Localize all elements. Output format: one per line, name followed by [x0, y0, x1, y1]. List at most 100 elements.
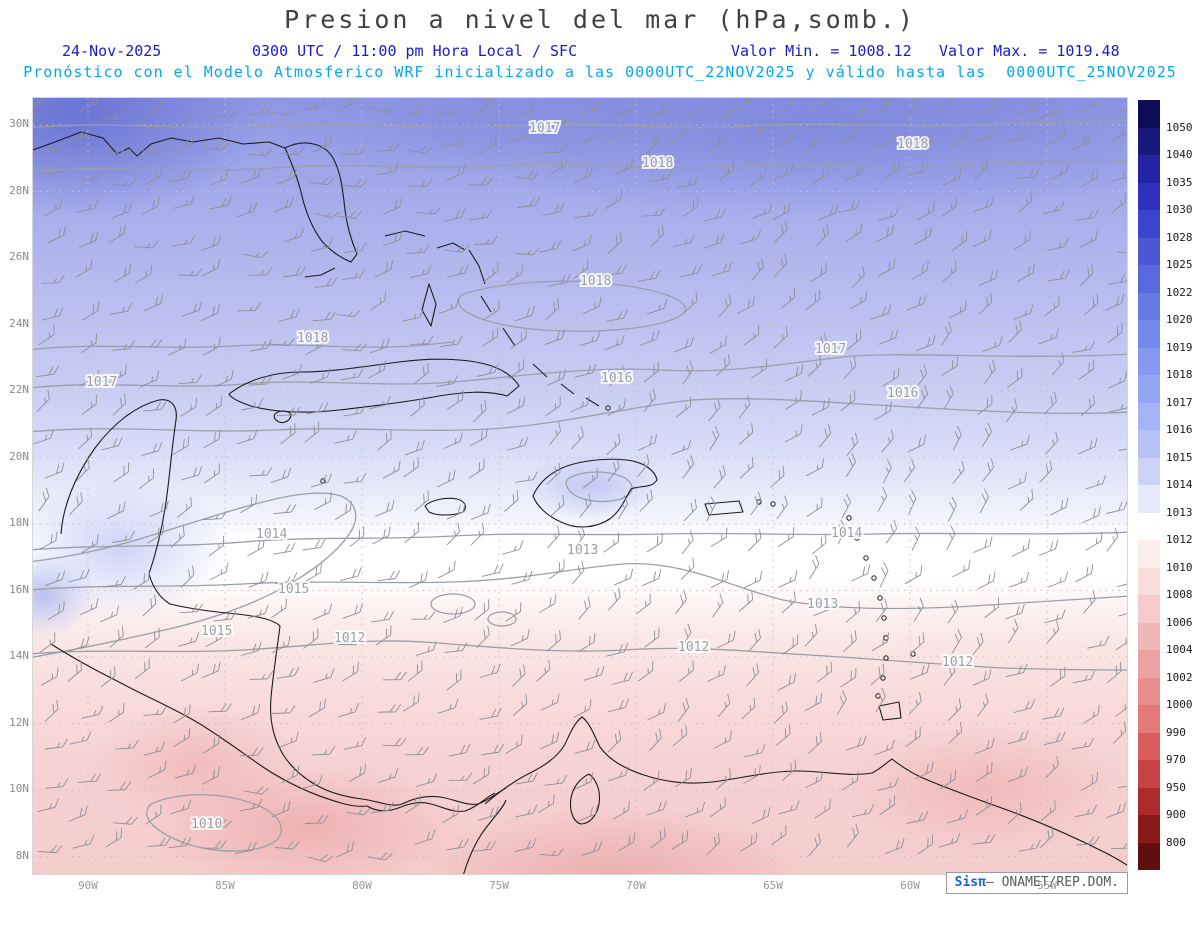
colorbar-tick-label: 1002	[1165, 670, 1194, 684]
isobar-value-label: 1013	[807, 597, 838, 612]
colorbar-cell	[1138, 842, 1160, 870]
header-line-1: 24-Nov-2025 0300 UTC / 11:00 pm Hora Loc…	[0, 42, 1200, 60]
isobar-value-label: 1016	[887, 386, 918, 401]
coastline	[424, 497, 466, 516]
isobar-value-label: 1017	[529, 121, 560, 136]
colorbar-tick-label: 1012	[1165, 533, 1194, 546]
isobar-value-label: 1012	[334, 631, 365, 646]
colorbar-cell	[1138, 347, 1160, 375]
colorbar-tick-label: 1004	[1165, 643, 1194, 656]
lon-tick-label: 85W	[215, 879, 235, 892]
lon-tick-label: 65W	[763, 879, 783, 892]
island	[854, 535, 860, 541]
coastline	[270, 625, 507, 806]
isobar-value-label: 1018	[580, 274, 611, 289]
colorbar-cell	[1138, 567, 1160, 595]
isobar-value-label: 1018	[642, 156, 673, 171]
coastline	[60, 399, 177, 575]
colorbar-tick-label: 1019	[1165, 340, 1194, 354]
colorbar-cell	[1138, 402, 1160, 430]
coastline	[704, 500, 744, 516]
lon-tick-label: 80W	[352, 879, 372, 892]
isobar-value-label: 1017	[815, 342, 846, 357]
colorbar-tick-label: 970	[1165, 753, 1187, 766]
colorbar-cell	[1138, 375, 1160, 403]
isobar-value-label: 1014	[831, 526, 862, 541]
colorbar-cell	[1138, 210, 1160, 238]
island	[605, 405, 611, 411]
colorbar-tick-label: 1016	[1165, 423, 1194, 436]
lat-tick-label: 30N	[9, 117, 29, 130]
colorbar-tick-label: 1020	[1165, 313, 1194, 326]
colorbar-tick-label: 1018	[1165, 368, 1194, 381]
coastline	[560, 383, 575, 395]
colorbar-cell	[1138, 622, 1160, 650]
lat-tick-label: 28N	[9, 183, 29, 197]
colorbar-tick-label: 1014	[1165, 478, 1194, 491]
coastline-layer	[33, 131, 1127, 874]
colorbar-tick-label: 1035	[1165, 175, 1194, 189]
pressure-map-canvas: 1017 1018 1018 1018 1018 1017 1017 1016 1016 1015…	[32, 97, 1128, 875]
colorbar-tick-label: 1040	[1165, 148, 1194, 161]
colorbar-tick-label: 1030	[1165, 203, 1194, 216]
island	[881, 615, 887, 621]
colorbar-cell	[1138, 650, 1160, 678]
colorbar-tick-label: 950	[1165, 780, 1187, 794]
colorbar-cell	[1138, 540, 1160, 568]
isobar-value-label: 1012	[678, 640, 709, 655]
colorbar-cell	[1138, 512, 1160, 540]
colorbar-cell	[1138, 430, 1160, 458]
colorbar-tick-label: 1013	[1165, 505, 1194, 519]
lat-tick-label: 16N	[9, 582, 29, 596]
colorbar-cell	[1138, 127, 1160, 155]
watermark-badge: Sisπ– ONAMET/REP.DOM.	[945, 872, 1128, 894]
colorbar-cell	[1138, 485, 1160, 513]
colorbar-cell	[1138, 732, 1160, 760]
lat-tick-label: 20N	[9, 449, 29, 463]
isobar-value-label: 1018	[297, 331, 328, 346]
colorbar-tick-label: 900	[1165, 808, 1187, 821]
colorbar-cell	[1138, 760, 1160, 788]
colorbar-tick-label: 1050	[1165, 120, 1194, 134]
coastline	[532, 458, 658, 528]
lat-tick-label: 26N	[9, 250, 29, 263]
colorbar-cell	[1138, 182, 1160, 210]
grid-layer	[33, 98, 1127, 874]
coastline	[50, 643, 368, 807]
colorbar-tick-label: 1006	[1165, 615, 1194, 629]
colorbar-tick-label: 1008	[1165, 588, 1194, 601]
colorbar-tick-label: 1022	[1165, 285, 1194, 299]
lat-tick-label: 22N	[9, 383, 29, 396]
island	[883, 655, 889, 661]
island	[880, 675, 886, 681]
coastline	[273, 410, 292, 424]
coastline	[480, 295, 492, 313]
lat-tick-label: 8N	[15, 848, 29, 862]
coastline	[569, 773, 601, 825]
isobar-label-layer: 1017 1018 1018 1018 1018 1017 1017 1016 1016 1015…	[84, 119, 975, 834]
colorbar-tick-label: 1000	[1165, 698, 1194, 711]
lon-tick-label: 75W	[489, 879, 509, 892]
valid-date: 24-Nov-2025	[62, 42, 162, 60]
chart-title: Presion a nivel del mar (hPa,somb.)	[284, 5, 916, 34]
coastline	[463, 799, 507, 874]
coastline	[532, 363, 548, 378]
coastline	[304, 267, 336, 278]
coastline	[384, 230, 426, 237]
colorbar-tick-label: 1015	[1165, 450, 1194, 464]
wind-barb-layer	[33, 98, 1127, 863]
isobar-value-label: 1012	[942, 655, 973, 670]
colorbar-tick-label: 1017	[1165, 395, 1194, 409]
lat-tick-label: 14N	[9, 649, 29, 662]
lat-tick-label: 24N	[9, 316, 29, 330]
map-graphics: 1017 1018 1018 1018 1018 1017 1017 1016 1016 1015…	[33, 98, 1127, 874]
coastline	[148, 573, 281, 627]
coastline	[228, 358, 520, 413]
colorbar-cell	[1138, 457, 1160, 485]
coastline	[585, 397, 600, 407]
coastline	[33, 131, 286, 157]
colorbar-cell	[1138, 705, 1160, 733]
watermark-suffix: – ONAMET/REP.DOM.	[985, 875, 1119, 890]
valid-time: 0300 UTC / 11:00 pm Hora Local / SFC	[252, 42, 578, 60]
